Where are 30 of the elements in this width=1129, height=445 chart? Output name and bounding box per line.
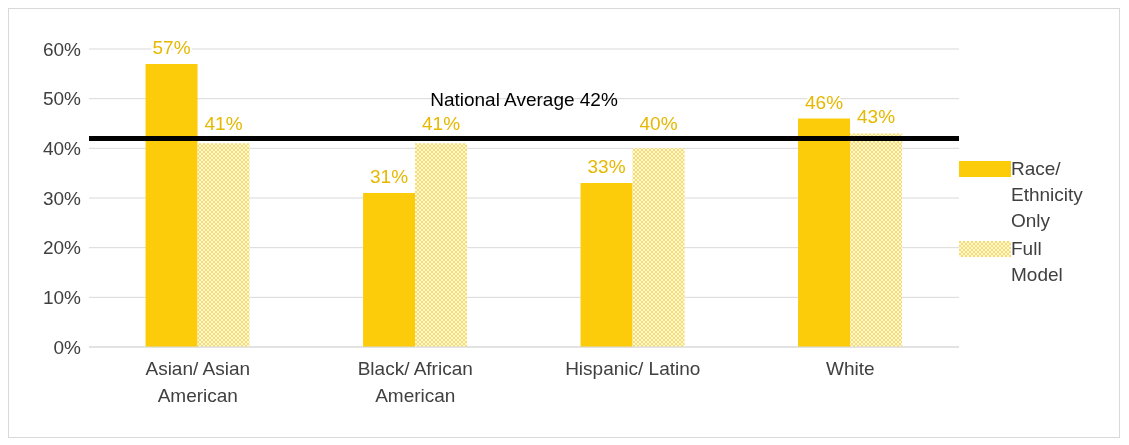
bar (363, 193, 416, 347)
x-tick-label: Asian/ Asian American (145, 358, 251, 406)
y-tick-label: 40% (42, 138, 82, 160)
text: 57% (152, 36, 191, 58)
x-tick-label: White (825, 358, 875, 379)
text: 46% (805, 91, 844, 113)
bar (798, 118, 851, 347)
x-tick-label: Hispanic/ Latino (565, 358, 701, 379)
bar (580, 183, 633, 347)
bar (415, 143, 468, 347)
y-tick-label: 50% (42, 88, 82, 110)
bar (197, 143, 250, 347)
text: 43% (857, 106, 896, 128)
text: 41% (422, 113, 461, 135)
y-tick-label: 10% (42, 287, 82, 309)
y-tick-label: 20% (42, 237, 82, 259)
y-tick-label: 0% (53, 336, 82, 358)
y-tick-label: 60% (42, 38, 82, 60)
ref-line-label: National Average 42% (430, 89, 618, 111)
x-tick-label: Black/ African American (357, 358, 473, 406)
bar (632, 148, 685, 347)
text: 40% (639, 113, 678, 135)
bar (850, 133, 903, 347)
legend-label: Full Model (1011, 237, 1064, 287)
legend-label: Race/ Ethnicity Only (1011, 157, 1084, 233)
y-tick-label: 30% (42, 187, 82, 209)
text: 31% (370, 166, 409, 188)
text: 41% (204, 113, 243, 135)
bar (145, 63, 198, 347)
text: 33% (587, 156, 626, 178)
